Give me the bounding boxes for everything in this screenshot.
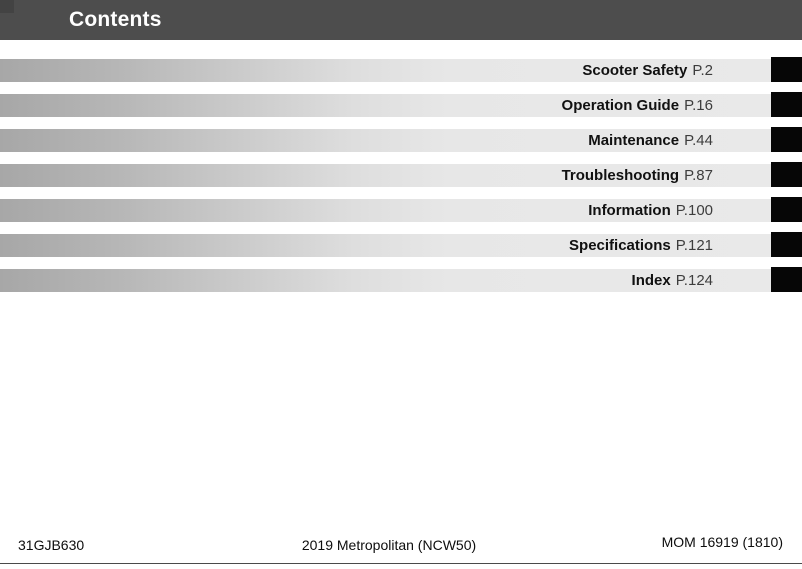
chapter-page-ref: P.16 xyxy=(684,97,713,114)
chapter-page-ref: P.44 xyxy=(684,132,713,149)
chapter-bar[interactable]: Specifications P.121 xyxy=(0,234,771,257)
toc-row[interactable]: Specifications P.121 xyxy=(0,232,802,257)
chapter-thumb-tab-icon xyxy=(771,127,802,152)
chapter-title: Index xyxy=(631,272,671,289)
chapter-bar[interactable]: Maintenance P.44 xyxy=(0,129,771,152)
toc-row[interactable]: Information P.100 xyxy=(0,197,802,222)
chapter-title: Maintenance xyxy=(588,132,680,149)
chapter-title: Operation Guide xyxy=(561,97,680,114)
toc-row[interactable]: Index P.124 xyxy=(0,267,802,292)
chapter-title: Scooter Safety xyxy=(582,62,688,79)
chapter-page-ref: P.2 xyxy=(692,62,713,79)
chapter-bar[interactable]: Troubleshooting P.87 xyxy=(0,164,771,187)
footer-document-code: MOM 16919 (1810) xyxy=(661,534,783,550)
chapter-thumb-tab-icon xyxy=(771,267,802,292)
chapter-thumb-tab-icon xyxy=(771,92,802,117)
toc-row[interactable]: Scooter Safety P.2 xyxy=(0,57,802,82)
chapter-thumb-tab-icon xyxy=(771,232,802,257)
toc-list: Scooter Safety P.2 Operation Guide P.16 Ma… xyxy=(0,57,802,304)
footer-divider xyxy=(0,563,802,564)
chapter-title: Information xyxy=(588,202,671,219)
chapter-page-ref: P.87 xyxy=(684,167,713,184)
chapter-title: Troubleshooting xyxy=(561,167,680,184)
chapter-thumb-tab-icon xyxy=(771,162,802,187)
chapter-bar[interactable]: Operation Guide P.16 xyxy=(0,94,771,117)
chapter-title: Specifications xyxy=(569,237,671,254)
chapter-page-ref: P.121 xyxy=(675,237,713,254)
chapter-page-ref: P.100 xyxy=(675,202,713,219)
chapter-thumb-tab-icon xyxy=(771,197,802,222)
chapter-page-ref: P.124 xyxy=(675,272,713,289)
chapter-bar[interactable]: Index P.124 xyxy=(0,269,771,292)
footer-model-name: 2019 Metropolitan (NCW50) xyxy=(301,537,477,553)
footer-part-number: 31GJB630 xyxy=(18,537,85,553)
header-corner-mark xyxy=(0,0,14,13)
chapter-bar[interactable]: Scooter Safety P.2 xyxy=(0,59,771,82)
contents-header-bar: Contents xyxy=(0,0,802,40)
toc-row[interactable]: Operation Guide P.16 xyxy=(0,92,802,117)
chapter-bar[interactable]: Information P.100 xyxy=(0,199,771,222)
toc-row[interactable]: Troubleshooting P.87 xyxy=(0,162,802,187)
chapter-thumb-tab-icon xyxy=(771,57,802,82)
toc-row[interactable]: Maintenance P.44 xyxy=(0,127,802,152)
page-title: Contents xyxy=(69,8,162,31)
